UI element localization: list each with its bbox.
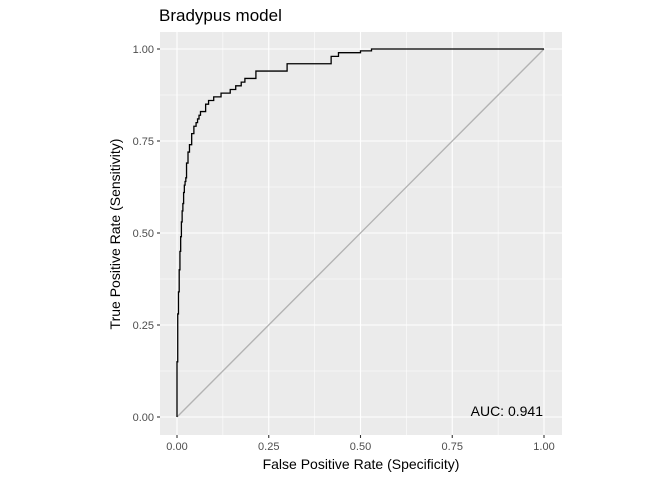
y-tick-label-0: 0.00 <box>133 412 154 424</box>
roc-curve-line <box>176 48 544 417</box>
y-tick-label-2: 0.50 <box>133 228 154 240</box>
x-tick-label-2: 0.50 <box>350 441 371 453</box>
y-tick-label-1: 0.25 <box>133 320 154 332</box>
x-tick-label-0: 0.00 <box>166 441 187 453</box>
x-axis-ticks: 0.00 0.25 0.50 0.75 1.00 <box>166 435 555 453</box>
y-tick-label-4: 1.00 <box>133 44 154 56</box>
y-axis-ticks: 0.00 0.25 0.50 0.75 1.00 <box>133 44 160 424</box>
y-tick-label-3: 0.75 <box>133 136 154 148</box>
chart-title: Bradypus model <box>159 6 282 25</box>
x-tick-label-4: 1.00 <box>533 441 554 453</box>
x-axis-title: False Positive Rate (Specificity) <box>263 456 460 472</box>
x-tick-label-1: 0.25 <box>258 441 279 453</box>
x-tick-label-3: 0.75 <box>442 441 463 453</box>
y-axis-title: True Positive Rate (Sensitivity) <box>107 139 123 330</box>
auc-annotation: AUC: 0.941 <box>471 403 544 419</box>
reference-diagonal-line <box>176 48 545 418</box>
